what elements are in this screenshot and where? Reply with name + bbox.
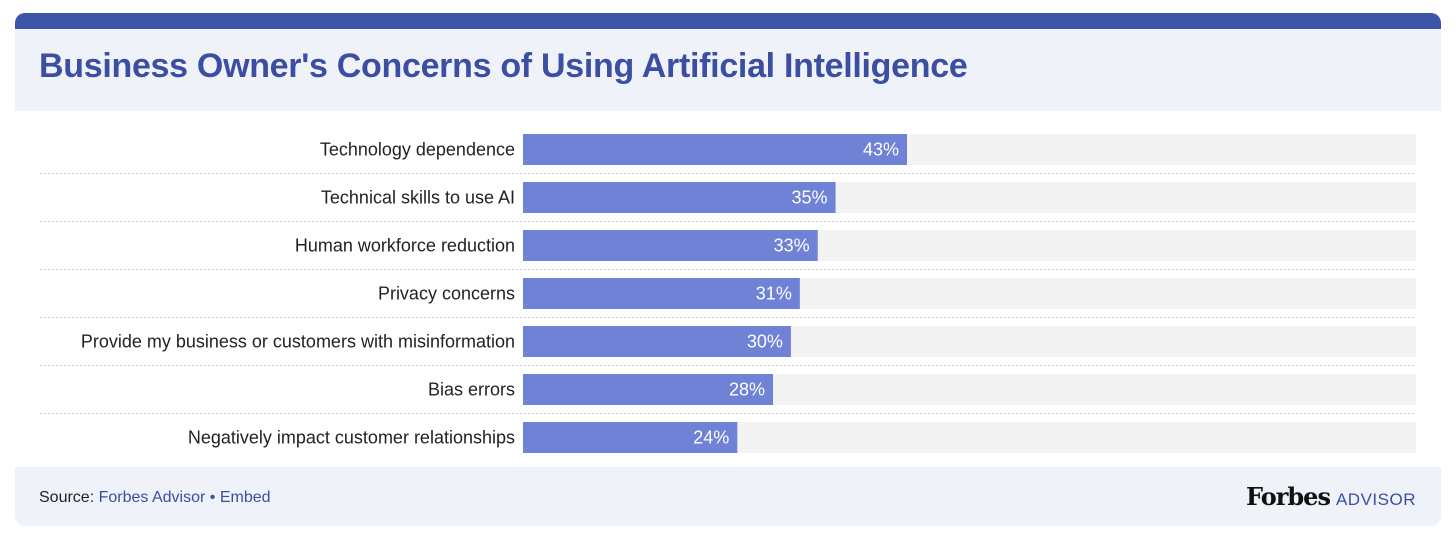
bar (523, 182, 836, 213)
chart-header: Business Owner's Concerns of Using Artif… (15, 29, 1441, 111)
bar-value-label: 35% (792, 188, 828, 208)
bar-value-label: 28% (729, 380, 765, 400)
bar-chart: 43% Technology dependence 35% Technical ski… (40, 134, 1416, 453)
bar-value-label: 30% (747, 332, 783, 352)
bar (523, 230, 818, 261)
bar (523, 278, 800, 309)
chart-card: Business Owner's Concerns of Using Artif… (15, 13, 1441, 526)
category-label: Bias errors (428, 380, 515, 400)
source-separator: • (205, 489, 220, 506)
bar (523, 326, 791, 357)
source-link[interactable]: Forbes Advisor (98, 489, 206, 506)
category-label: Provide my business or customers with mi… (81, 332, 515, 352)
source-prefix: Source: (39, 489, 99, 506)
bar (523, 374, 774, 405)
embed-link[interactable]: Embed (219, 489, 271, 506)
chart-title: Business Owner's Concerns of Using Artif… (39, 47, 968, 85)
category-label: Negatively impact customer relationships (188, 428, 515, 448)
brand-name: Forbes (1246, 482, 1331, 511)
category-label: Technology dependence (320, 140, 515, 160)
category-label: Technical skills to use AI (321, 188, 515, 208)
forbes-advisor-logo: Forbes ADVISOR (1246, 482, 1416, 511)
bar-value-label: 33% (774, 236, 810, 256)
bar-value-label: 31% (756, 284, 792, 304)
brand-suffix: ADVISOR (1335, 490, 1416, 509)
source-line: Source: Forbes Advisor • Embed (39, 489, 271, 507)
chart-area: 43% Technology dependence 35% Technical ski… (15, 111, 1441, 467)
category-label: Human workforce reduction (295, 236, 515, 256)
header-accent-bar (15, 13, 1441, 29)
bar (523, 422, 738, 453)
bar-value-label: 24% (693, 428, 729, 448)
category-label: Privacy concerns (378, 284, 515, 304)
chart-footer: Source: Forbes Advisor • Embed Forbes ADV… (15, 467, 1441, 526)
bar-value-label: 43% (863, 140, 899, 160)
bar (523, 134, 907, 165)
